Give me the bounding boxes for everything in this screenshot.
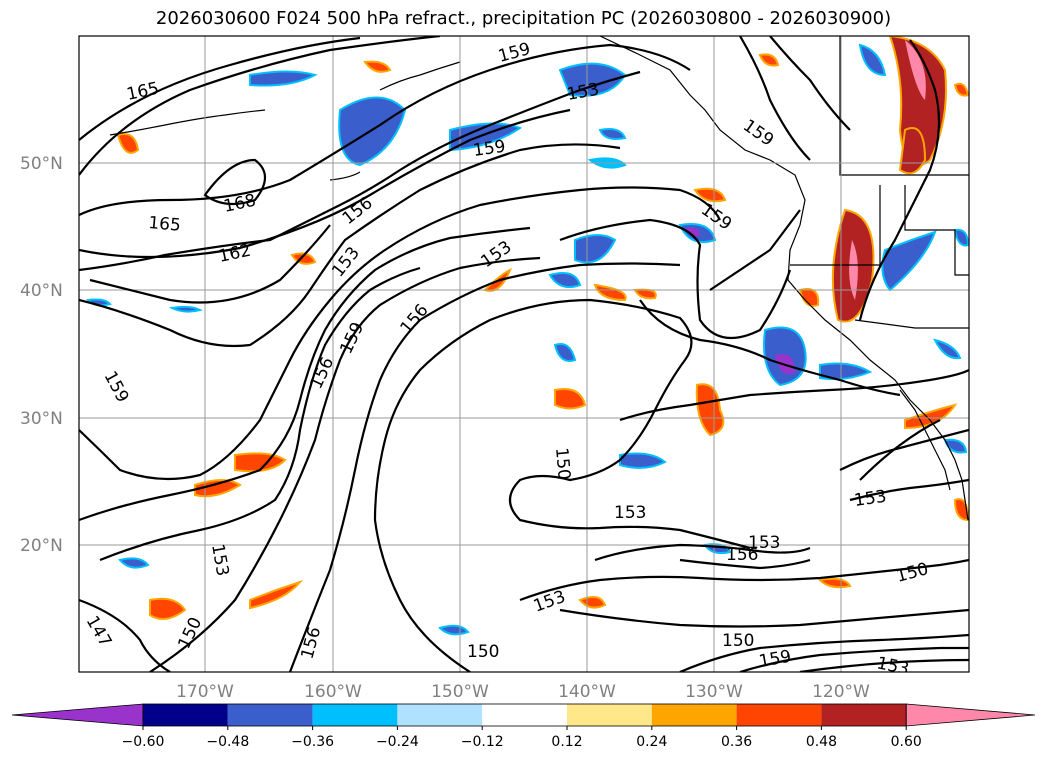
contour-label: 150 bbox=[467, 642, 499, 662]
colorbar-tick-label: −0.48 bbox=[206, 734, 249, 750]
longitude-labels: 170°W 160°W 150°W 140°W 130°W 120°W bbox=[176, 682, 870, 702]
colorbar-segment bbox=[567, 704, 652, 726]
lat-label: 20°N bbox=[20, 536, 63, 556]
colorbar-tick-label: 0.48 bbox=[806, 734, 837, 750]
colorbar-segment bbox=[227, 704, 313, 726]
colorbar-tick-label: −0.36 bbox=[291, 734, 334, 750]
map-title: 2026030600 F024 500 hPa refract., precip… bbox=[155, 8, 892, 29]
colorbar-tick-label: 0.36 bbox=[721, 734, 752, 750]
lon-label: 130°W bbox=[685, 682, 743, 702]
colorbar-border bbox=[142, 703, 907, 727]
colorbar-segment bbox=[312, 704, 398, 726]
refractivity-contours bbox=[79, 36, 969, 672]
colorbar-tick-label: 0.24 bbox=[636, 734, 667, 750]
colorbar-segment bbox=[143, 704, 228, 726]
contour-label: 153 bbox=[875, 653, 911, 679]
contour-label: 156 bbox=[726, 545, 758, 565]
lon-label: 150°W bbox=[431, 682, 489, 702]
contour-label: 153 bbox=[748, 533, 780, 553]
colorbar-extend-high bbox=[905, 703, 1036, 727]
contour-label: 153 bbox=[614, 503, 646, 523]
lat-label: 50°N bbox=[20, 154, 63, 174]
graticule bbox=[79, 36, 969, 672]
lon-label: 120°W bbox=[812, 682, 870, 702]
colorbar-tick-label: −0.60 bbox=[122, 734, 165, 750]
latitude-labels: 50°N 40°N 30°N 20°N bbox=[20, 154, 63, 556]
contour-label: 159 bbox=[472, 137, 507, 161]
map-background bbox=[79, 36, 969, 672]
colorbar-segment bbox=[821, 704, 907, 726]
lat-label: 30°N bbox=[20, 409, 63, 429]
contour-label: 153 bbox=[853, 487, 888, 511]
contour-label: 150 bbox=[551, 447, 574, 481]
colorbar-segment bbox=[397, 704, 483, 726]
colorbar-segment bbox=[482, 704, 567, 726]
colorbar-tick-label: −0.24 bbox=[376, 734, 419, 750]
contour-label: 165 bbox=[148, 213, 182, 236]
lon-label: 170°W bbox=[176, 682, 234, 702]
colorbar: −0.60 −0.48 −0.36 −0.24 −0.12 0.12 0.24 0.36 0.4… bbox=[11, 703, 1036, 750]
colorbar-segment bbox=[651, 704, 737, 726]
lon-label: 160°W bbox=[304, 682, 362, 702]
colorbar-extend-low bbox=[11, 703, 144, 727]
contour-label: 150 bbox=[722, 631, 754, 651]
colorbar-segment bbox=[736, 704, 822, 726]
lon-label: 140°W bbox=[558, 682, 616, 702]
precip-shading bbox=[85, 36, 969, 636]
colorbar-tick-label: 0.60 bbox=[891, 734, 922, 750]
map-content: 165 168 165 162 159 153 159 156 153 159 … bbox=[79, 36, 969, 679]
colorbar-tick-label: −0.12 bbox=[461, 734, 504, 750]
colorbar-tick-label: 0.12 bbox=[551, 734, 582, 750]
coastlines bbox=[109, 36, 969, 521]
contour-labels: 165 168 165 162 159 153 159 156 153 159 … bbox=[82, 39, 931, 679]
lat-label: 40°N bbox=[20, 281, 63, 301]
map-frame bbox=[78, 35, 970, 673]
